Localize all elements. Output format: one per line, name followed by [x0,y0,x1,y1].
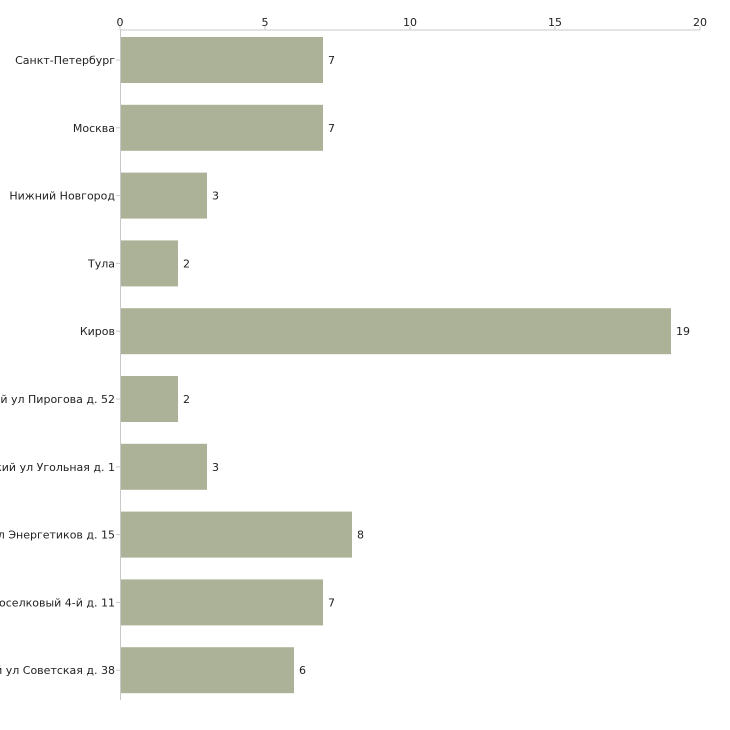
category-label: Нижний Новгород [9,190,115,203]
category-label: ий ул Пирогова д. 52 [0,393,115,406]
value-label: 2 [183,257,190,270]
value-label: 2 [183,393,190,406]
bar [121,308,671,355]
bar [121,376,178,422]
value-label: 7 [328,596,335,609]
value-label: 19 [676,325,690,338]
bar [121,647,294,694]
value-label: 8 [357,529,364,542]
x-tick-label: 5 [262,16,269,29]
value-label: 3 [212,190,219,203]
category-label: Москва [73,122,115,135]
category-label: жий ул Угольная д. 1 [0,461,115,474]
category-labels: Санкт-Петербург 7 Москва 7 Нижний Новгород 3 Т… [0,54,690,677]
bars [121,37,671,694]
category-label: й ул Советская д. 38 [0,664,115,677]
category-label: Тула [87,257,115,270]
category-label: ул Энергетиков д. 15 [0,529,115,542]
category-label: Поселковый 4-й д. 11 [0,596,115,609]
bar [121,511,352,558]
x-tick-label: 15 [548,16,562,29]
category-label: Санкт-Петербург [15,54,115,67]
value-label: 6 [299,664,306,677]
bar [121,443,207,490]
bar [121,240,178,287]
bar [121,579,323,626]
value-label: 7 [328,122,335,135]
x-tick-label: 20 [693,16,707,29]
x-tick-label: 10 [403,16,417,29]
x-tick-label: 0 [117,16,124,29]
value-label: 7 [328,54,335,67]
bar [121,104,323,151]
bar [121,172,207,219]
category-label: Киров [80,325,115,338]
x-axis: 0 5 10 15 20 [116,16,707,700]
bar [121,37,323,83]
value-label: 3 [212,461,219,474]
